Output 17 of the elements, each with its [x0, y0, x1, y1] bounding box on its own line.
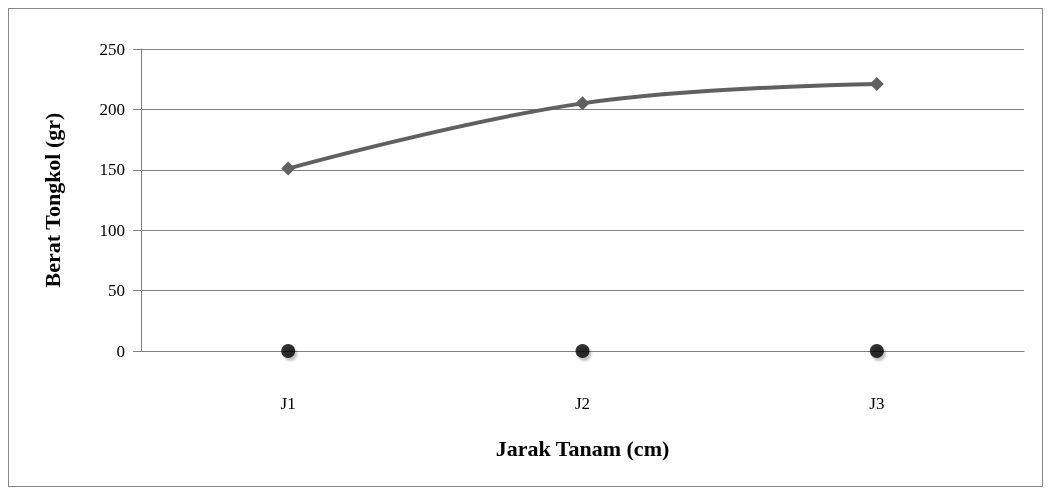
point [281, 344, 296, 358]
x-tick-label: J1 [280, 394, 296, 413]
y-tick-label: 150 [99, 160, 125, 180]
x-tick-label: J3 [869, 394, 885, 413]
point [575, 344, 590, 358]
x-tick-label: J2 [574, 394, 591, 413]
point [281, 161, 296, 176]
y-tick-label: 0 [116, 341, 125, 361]
y-axis-title: Berat Tongkol (gr) [39, 112, 65, 288]
x-axis-title: Jarak Tanam (cm) [495, 435, 670, 461]
point [869, 77, 884, 92]
y-tick-label: 250 [99, 39, 125, 59]
y-tick-label: 50 [108, 281, 125, 301]
point [575, 96, 590, 111]
point [869, 344, 884, 358]
y-tick-label: 100 [99, 220, 125, 240]
y-tick-label: 200 [99, 99, 125, 119]
